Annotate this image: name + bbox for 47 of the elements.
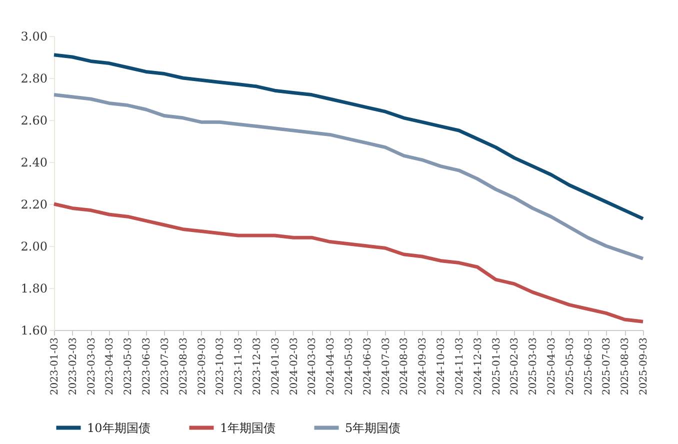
x-tick-label: 2025-02-03 <box>510 338 521 396</box>
x-tick-label: 2025-01-03 <box>491 338 502 396</box>
x-tick-label: 2024-11-03 <box>454 338 466 396</box>
line-series <box>52 93 645 260</box>
x-tick-label: 2023-04-03 <box>104 338 116 396</box>
x-tick-label: 2023-11-03 <box>234 338 245 396</box>
x-tick-label: 2025-09-03 <box>638 338 650 396</box>
x-tick-label: 2023-10-03 <box>215 338 226 396</box>
x-tick-label: 2023-07-03 <box>160 338 171 396</box>
legend-label: 5年期国债 <box>345 420 401 435</box>
x-tick-label: 2023-02-03 <box>68 338 79 396</box>
x-tick-label: 2024-07-03 <box>380 338 392 396</box>
x-tick-label: 2024-03-03 <box>307 338 318 396</box>
x-tick-label: 2024-09-03 <box>418 338 429 396</box>
y-tick-label: 2.40 <box>20 156 48 170</box>
legend-label: 10年期国债 <box>87 420 150 435</box>
x-tick-label: 2023-12-03 <box>252 338 263 396</box>
y-tick-label: 2.60 <box>20 114 48 128</box>
x-tick-label: 2024-08-03 <box>399 338 410 396</box>
x-tick-label: 2023-09-03 <box>196 338 208 396</box>
x-tick-label: 2024-05-03 <box>344 338 355 396</box>
x-tick-label: 2024-01-03 <box>270 338 282 396</box>
y-tick-label: 3.00 <box>20 30 48 44</box>
y-tick-label: 2.80 <box>20 72 48 86</box>
y-tick-label: 1.80 <box>20 282 48 296</box>
x-tick-label: 2025-03-03 <box>528 338 540 396</box>
x-tick-label: 2024-06-03 <box>362 338 374 396</box>
line-series <box>52 53 645 220</box>
x-tick-label: 2025-07-03 <box>602 338 613 396</box>
x-tick-label: 2023-06-03 <box>142 338 153 396</box>
y-tick-label: 2.20 <box>20 198 48 212</box>
x-tick-label: 2025-08-03 <box>620 338 632 396</box>
x-tick-label: 2025-06-03 <box>583 338 594 396</box>
line-series <box>52 202 645 324</box>
x-tick-label: 2024-02-03 <box>288 338 300 396</box>
x-tick-label: 2024-10-03 <box>436 338 448 396</box>
x-tick-label: 2025-04-03 <box>546 338 558 396</box>
y-tick-label: 1.60 <box>20 324 48 338</box>
x-tick-label: 2023-03-03 <box>86 338 98 396</box>
x-tick-label: 2024-12-03 <box>472 338 484 396</box>
y-tick-label: 2.00 <box>20 240 48 254</box>
x-tick-label: 2023-01-03 <box>50 338 60 396</box>
x-tick-label: 2023-05-03 <box>123 338 134 396</box>
x-tick-label: 2025-05-03 <box>564 338 576 396</box>
x-tick-label: 2023-08-03 <box>178 338 190 396</box>
x-tick-label: 2024-04-03 <box>326 338 337 396</box>
legend-label: 1年期国债 <box>220 420 276 435</box>
